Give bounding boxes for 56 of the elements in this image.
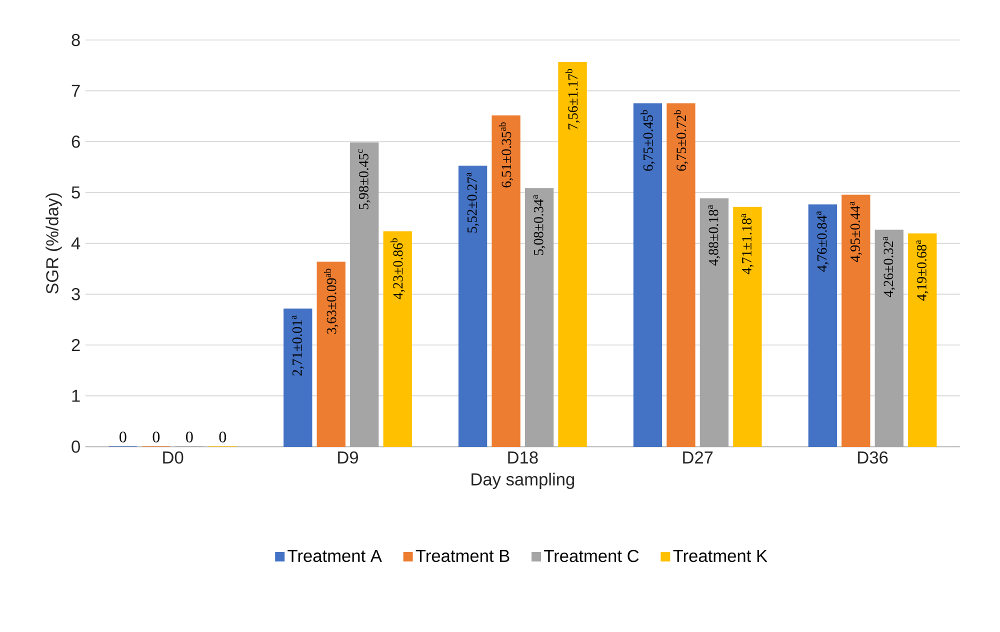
legend-label: Treatment K <box>673 550 768 562</box>
y-tick-label: 6 <box>72 136 80 148</box>
y-tick-label: 0 <box>72 440 80 453</box>
bar <box>316 262 346 447</box>
data-label: 0 <box>120 432 126 442</box>
x-tick-label: D9 <box>338 451 358 464</box>
bar <box>492 115 520 447</box>
bar <box>874 230 904 447</box>
data-label: 3,63±0.09$^{ab}$ <box>324 268 338 334</box>
legend-label: Treatment A <box>288 550 382 562</box>
bar <box>700 198 729 447</box>
x-tick-label: D27 <box>683 451 713 464</box>
bar <box>524 188 554 447</box>
y-axis-title: SGR (%/day) <box>46 193 62 294</box>
data-label: 6,75±0.72$^{b}$ <box>674 110 688 171</box>
data-label: 4,76±0.84$^{a}$ <box>816 211 829 272</box>
data-label: 4,88±0.18$^{a}$ <box>708 204 720 266</box>
y-tick-label: 8 <box>72 34 80 46</box>
data-label: 0 <box>186 432 193 442</box>
x-tick-label: D18 <box>508 451 538 464</box>
data-label: 7,56±1.17$^{b}$ <box>565 69 580 130</box>
data-label: 5,52±0.27$^{a}$ <box>466 172 479 233</box>
x-axis-title: Day sampling <box>472 472 574 489</box>
data-label: 5,08±0.34$^{a}$ <box>533 194 546 255</box>
bar <box>842 194 870 447</box>
data-label: 0 <box>152 432 160 442</box>
bar <box>284 308 312 447</box>
bar <box>558 62 587 447</box>
y-tick-label: 3 <box>72 288 80 300</box>
data-label: 6,75±0.45$^{b}$ <box>640 110 655 171</box>
data-label: 2,71±0.01$^{a}$ <box>292 315 304 376</box>
bar <box>908 233 937 447</box>
bar <box>733 206 762 447</box>
y-tick-label: 5 <box>72 186 80 199</box>
data-label: 5,98±0.45$^{c}$ <box>358 149 370 210</box>
bar <box>458 166 488 447</box>
data-label: 4,71±1.18$^{a}$ <box>741 214 754 274</box>
data-label: 4,19±0.68$^{a}$ <box>916 240 928 301</box>
y-tick-label: 2 <box>72 338 80 352</box>
y-tick-label: 4 <box>71 237 80 250</box>
y-tick-label: 7 <box>72 84 80 97</box>
data-label: 4,23±0.86$^{b}$ <box>390 238 405 300</box>
data-label: 6,51±0.35$^{ab}$ <box>498 122 514 188</box>
data-label: 4,26±0.32$^{a}$ <box>883 236 896 298</box>
bar <box>383 231 412 447</box>
legend-label: Treatment B <box>416 550 510 562</box>
data-label: 4,95±0.44$^{a}$ <box>850 201 862 262</box>
x-tick-label: D36 <box>858 451 888 464</box>
bar <box>350 142 379 447</box>
bar <box>633 103 662 447</box>
y-tick-label: 1 <box>72 390 80 402</box>
bar <box>808 204 838 447</box>
bar <box>666 103 696 447</box>
x-tick-label: D0 <box>163 451 184 464</box>
legend-label: Treatment C <box>544 550 639 562</box>
data-label: 0 <box>219 432 226 442</box>
